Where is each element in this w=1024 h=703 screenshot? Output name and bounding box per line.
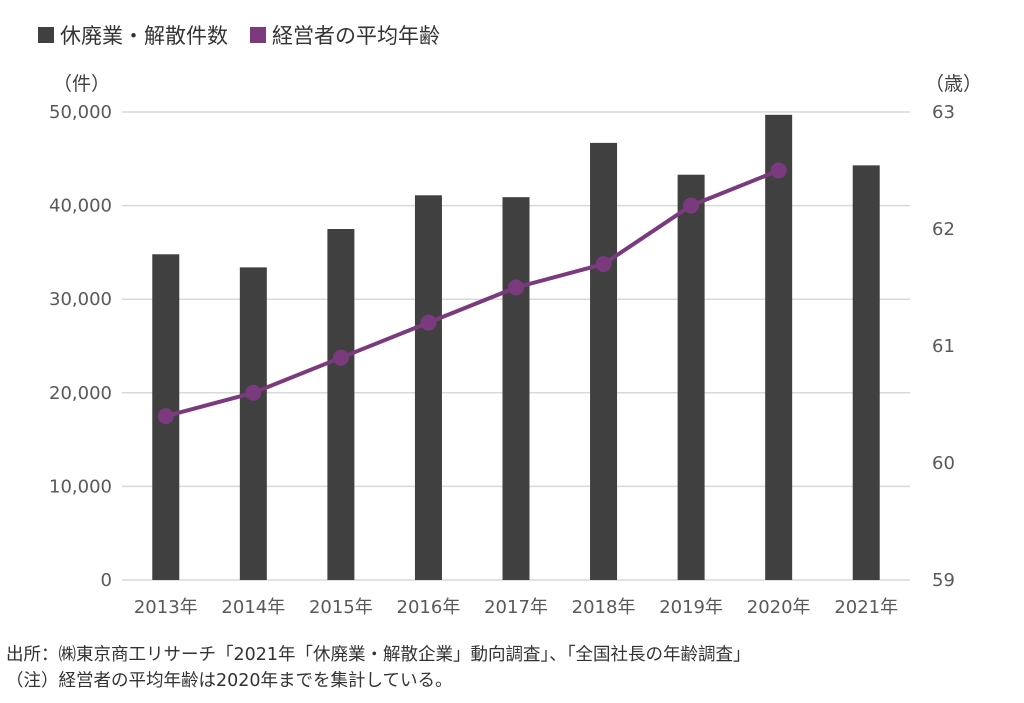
y-right-tick-label: 61 [932, 336, 955, 357]
line-point [332, 349, 349, 366]
line-point [420, 314, 437, 331]
line-point [770, 162, 787, 179]
y-right-tick-label: 63 [932, 102, 955, 123]
bar [502, 197, 530, 580]
bar-series [152, 114, 880, 581]
bar [590, 142, 618, 580]
y-left-tick-label: 40,000 [49, 196, 112, 217]
y-left-tick-label: 30,000 [49, 289, 112, 310]
x-tick-label: 2015年 [309, 597, 373, 618]
y-left-tick-label: 20,000 [49, 383, 112, 404]
x-tick-label: 2016年 [397, 597, 461, 618]
x-tick-label: 2019年 [659, 597, 723, 618]
line-path [165, 168, 780, 419]
line-point [595, 256, 612, 273]
legend-label-bar: 休廃業・解散件数 [60, 24, 228, 48]
x-tick-label: 2014年 [221, 597, 285, 618]
line-point [245, 384, 262, 401]
x-tick-label: 2020年 [747, 597, 811, 618]
source-line: 出所：㈱東京商工リサーチ「2021年「休廃業・解散企業」動向調査」、「全国社長の… [6, 645, 751, 665]
line-series [157, 162, 787, 425]
legend-item-bar: 休廃業・解散件数 [38, 20, 228, 50]
source-note: 出所：㈱東京商工リサーチ「2021年「休廃業・解散企業」動向調査」、「全国社長の… [6, 642, 751, 694]
bar [327, 229, 355, 580]
legend-label-line: 経営者の平均年齢 [272, 24, 440, 48]
line-point [683, 197, 700, 214]
legend-item-line: 経営者の平均年齢 [250, 20, 440, 50]
line-point [157, 408, 174, 425]
bar [852, 165, 880, 581]
x-tick-label: 2013年 [134, 597, 198, 618]
y-right-tick-label: 60 [932, 453, 955, 474]
y-right-unit-label: （歳） [925, 73, 982, 95]
bar [414, 195, 442, 580]
x-tick-label: 2021年 [834, 597, 898, 618]
y-right-tick-label: 59 [932, 570, 955, 591]
y-left-tick-label: 10,000 [49, 476, 112, 497]
bar [677, 174, 705, 580]
axes: 0 10,000 20,000 30,000 40,000 50,000 59 60 61 62 6… [49, 73, 982, 618]
bar [239, 267, 267, 580]
x-tick-label: 2017年 [484, 597, 548, 618]
bar [765, 114, 793, 581]
y-right-tick-label: 62 [932, 219, 955, 240]
line-point [508, 279, 524, 296]
legend-swatch-line [250, 27, 266, 43]
x-tick-label: 2018年 [572, 597, 636, 618]
legend: 休廃業・解散件数 経営者の平均年齢 [38, 20, 462, 50]
legend-swatch-bar [38, 27, 54, 43]
chart: 0 10,000 20,000 30,000 40,000 50,000 59 60 61 62 6… [49, 73, 982, 618]
y-left-tick-label: 50,000 [49, 102, 112, 123]
note-line: （注）経営者の平均年齢は2020年までを集計している。 [6, 671, 453, 691]
y-left-tick-label: 0 [101, 570, 112, 591]
y-left-unit-label: （件） [53, 73, 110, 95]
